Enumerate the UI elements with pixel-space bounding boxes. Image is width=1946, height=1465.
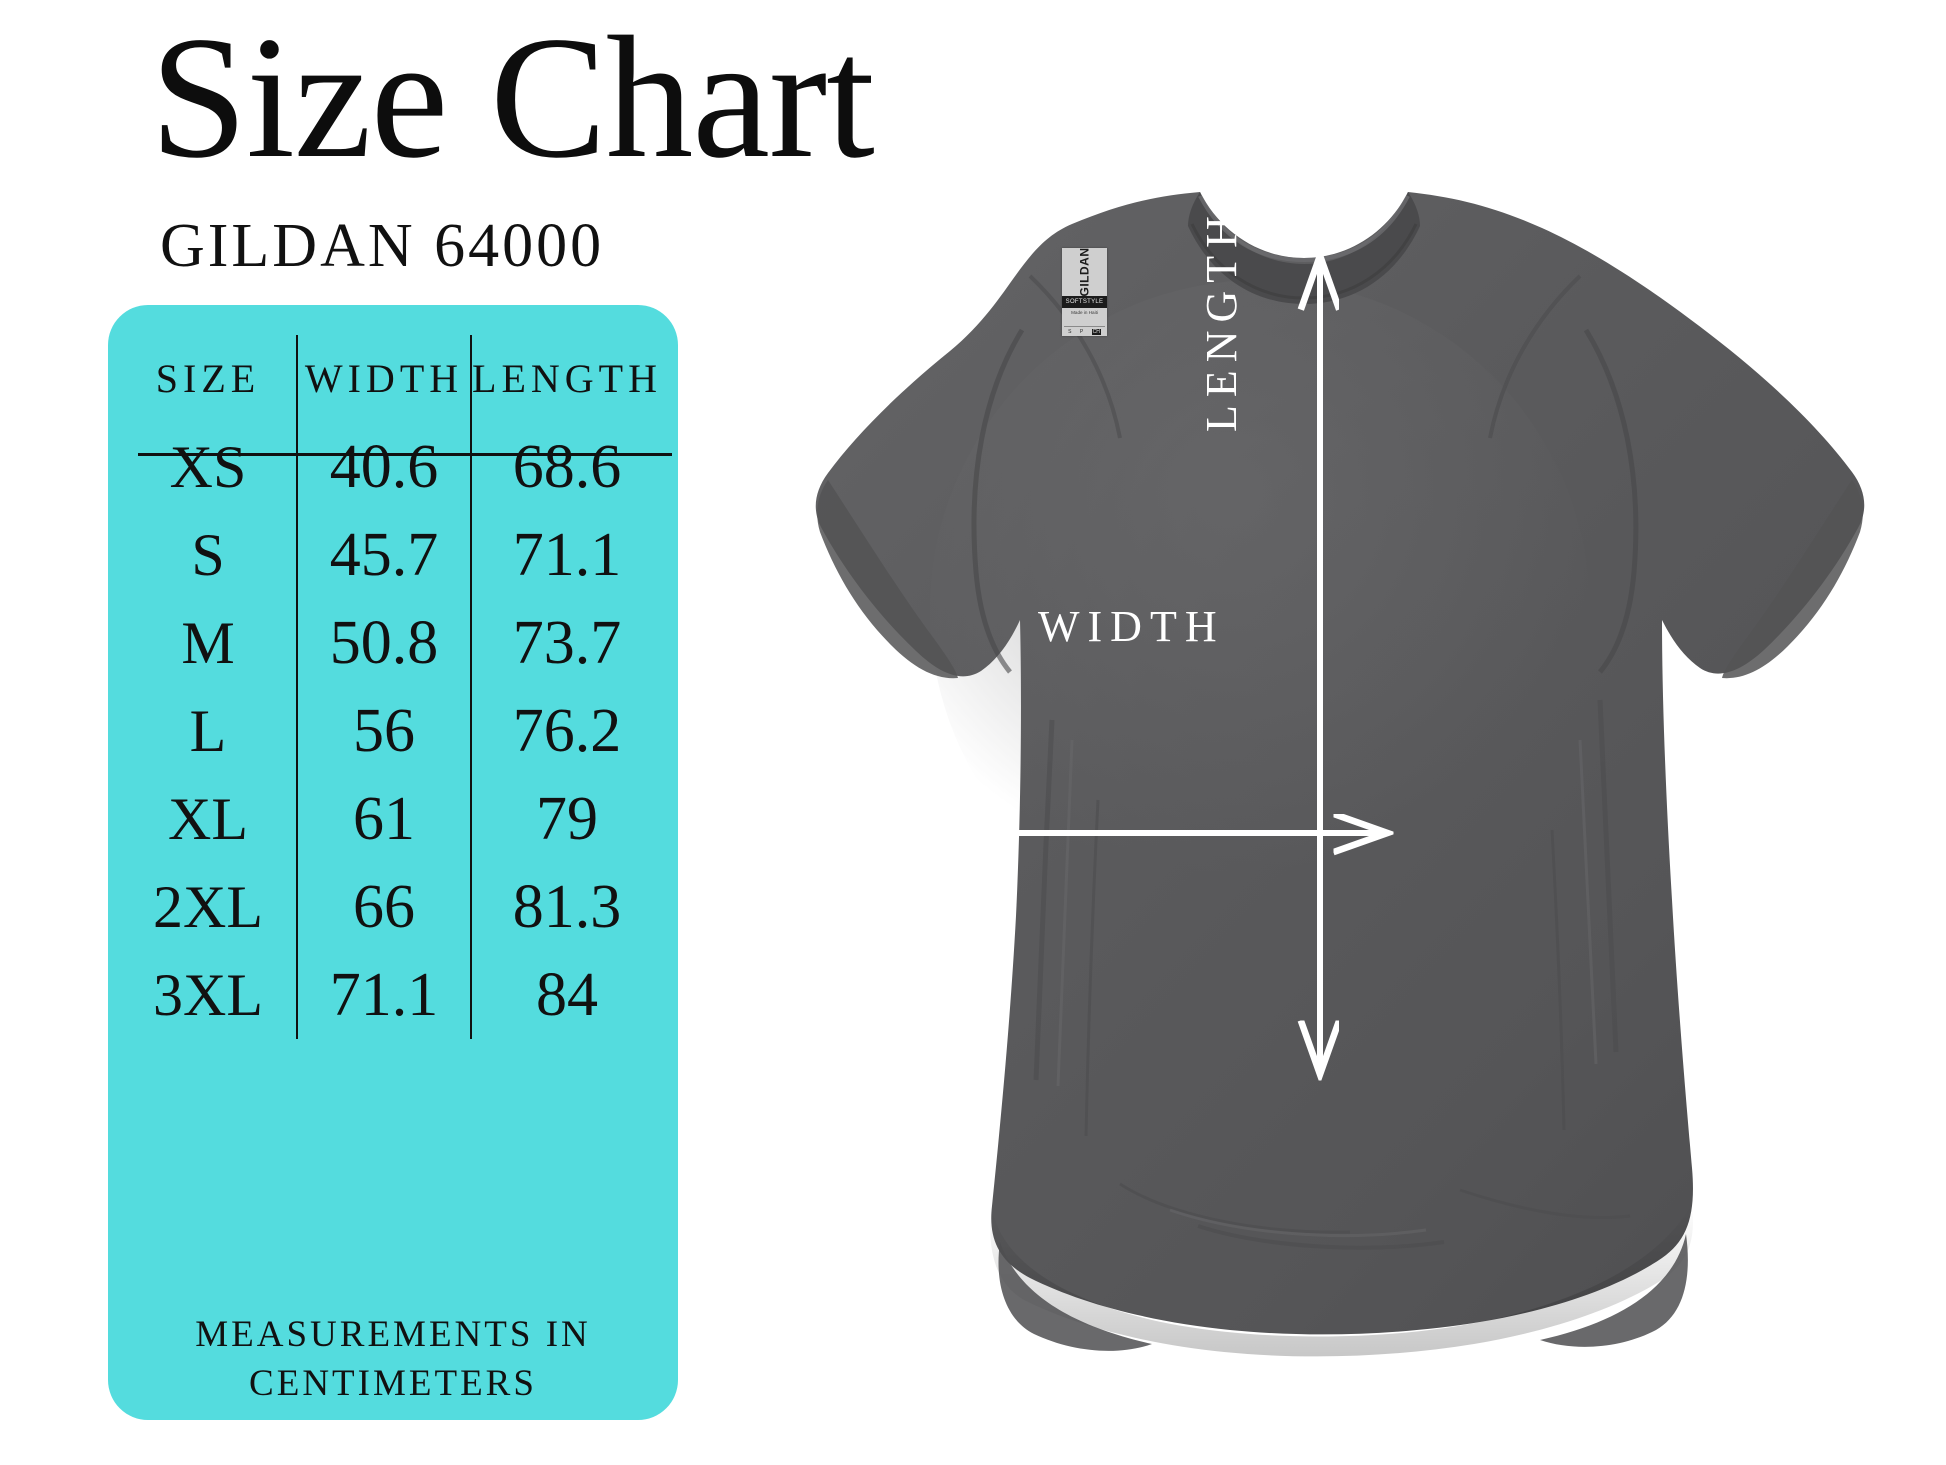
neck-label: GILDAN SOFTSTYLE Made in Haiti S P CH [1062,248,1107,336]
fabric-highlights [1056,739,1598,1237]
cell-length: 68.6 [470,423,662,511]
cell-width: 61 [296,775,470,863]
cell-width: 66 [296,863,470,951]
table-header-row: SIZE WIDTH LENGTH [120,335,666,423]
brand-text: GILDAN [1077,247,1092,297]
cell-length: 73.7 [470,599,662,687]
tshirt-product-image: GILDAN SOFTSTYLE Made in Haiti S P CH [700,180,1946,1410]
hem-fold-right [1540,1234,1688,1347]
hem-shadow [990,1204,1693,1357]
footer-line-2: CENTIMETERS [249,1363,537,1405]
cell-length: 71.1 [470,511,662,599]
right-armhole-seam [1583,328,1639,674]
right-shoulder-seam [1488,274,1582,439]
tshirt-illustration [815,192,1865,1357]
cell-size: S [191,522,225,588]
table-row: XL 61 79 [120,775,666,863]
collar-shape [1188,192,1420,304]
footer-line-1: MEASUREMENTS IN [195,1314,591,1355]
column-header-length: LENGTH [470,335,662,423]
hem-fold-left [998,1242,1152,1351]
product-subtitle: GILDAN 64000 [160,212,605,280]
neck-label-brand-area: GILDAN [1062,247,1107,297]
right-sleeve-cuff [1722,480,1863,679]
cell-size: XL [168,786,248,852]
neck-label-line: SOFTSTYLE [1062,296,1107,308]
column-header-width: WIDTH [296,335,470,423]
cell-size: L [189,698,227,764]
cell-width: 40.6 [296,423,470,511]
left-armhole-seam [971,328,1025,674]
cell-width: 50.8 [296,599,470,687]
table-row: S 45.7 71.1 [120,511,666,599]
header-divider [138,453,672,456]
neck-label-care-text: Made in Haiti [1071,310,1098,315]
cell-length: 76.2 [470,687,662,775]
table-row: 2XL 66 81.3 [120,863,666,951]
table-row: M 50.8 73.7 [120,599,666,687]
cell-size: M [181,610,235,676]
cell-length: 81.3 [470,863,662,951]
size-table-card: SIZE WIDTH LENGTH XS 40.6 68.6 S 45.7 71… [108,305,678,1420]
cell-width: 45.7 [296,511,470,599]
cloth-highlight [930,280,1590,940]
cell-size: 3XL [153,962,263,1028]
left-shoulder-seam [1028,274,1122,439]
table-row: 3XL 71.1 84 [120,951,666,1039]
table-row: L 56 76.2 [120,687,666,775]
fabric-folds [1033,699,1631,1250]
size-mark-ch: CH [1091,328,1101,335]
column-header-size: SIZE [155,356,261,401]
size-mark-p: P [1079,328,1084,335]
cell-width: 56 [296,687,470,775]
info-panel: Size Chart GILDAN 64000 SIZE WIDTH LENGT… [0,0,875,1460]
cell-size: 2XL [153,874,263,940]
page-title: Size Chart [150,0,875,194]
size-table: SIZE WIDTH LENGTH XS 40.6 68.6 S 45.7 71… [120,335,672,1039]
table-footer-note: MEASUREMENTS IN CENTIMETERS [108,1310,678,1408]
left-sleeve-cuff [817,480,958,679]
size-mark-s: S [1068,328,1072,335]
cell-width: 71.1 [296,951,470,1039]
table-row: XS 40.6 68.6 [120,423,666,511]
cell-length: 84 [470,951,662,1039]
neck-label-sizes: S P CH [1064,326,1105,336]
cell-length: 79 [470,775,662,863]
cell-size: XS [169,434,247,500]
